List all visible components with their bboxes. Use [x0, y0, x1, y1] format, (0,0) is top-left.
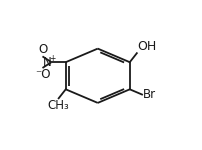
Text: CH₃: CH₃ — [47, 99, 69, 112]
Text: N: N — [43, 56, 52, 69]
Text: ⁻O: ⁻O — [35, 68, 50, 81]
Text: OH: OH — [137, 40, 156, 53]
Text: Br: Br — [142, 88, 155, 101]
Text: O: O — [38, 43, 47, 56]
Text: +: + — [49, 54, 55, 63]
